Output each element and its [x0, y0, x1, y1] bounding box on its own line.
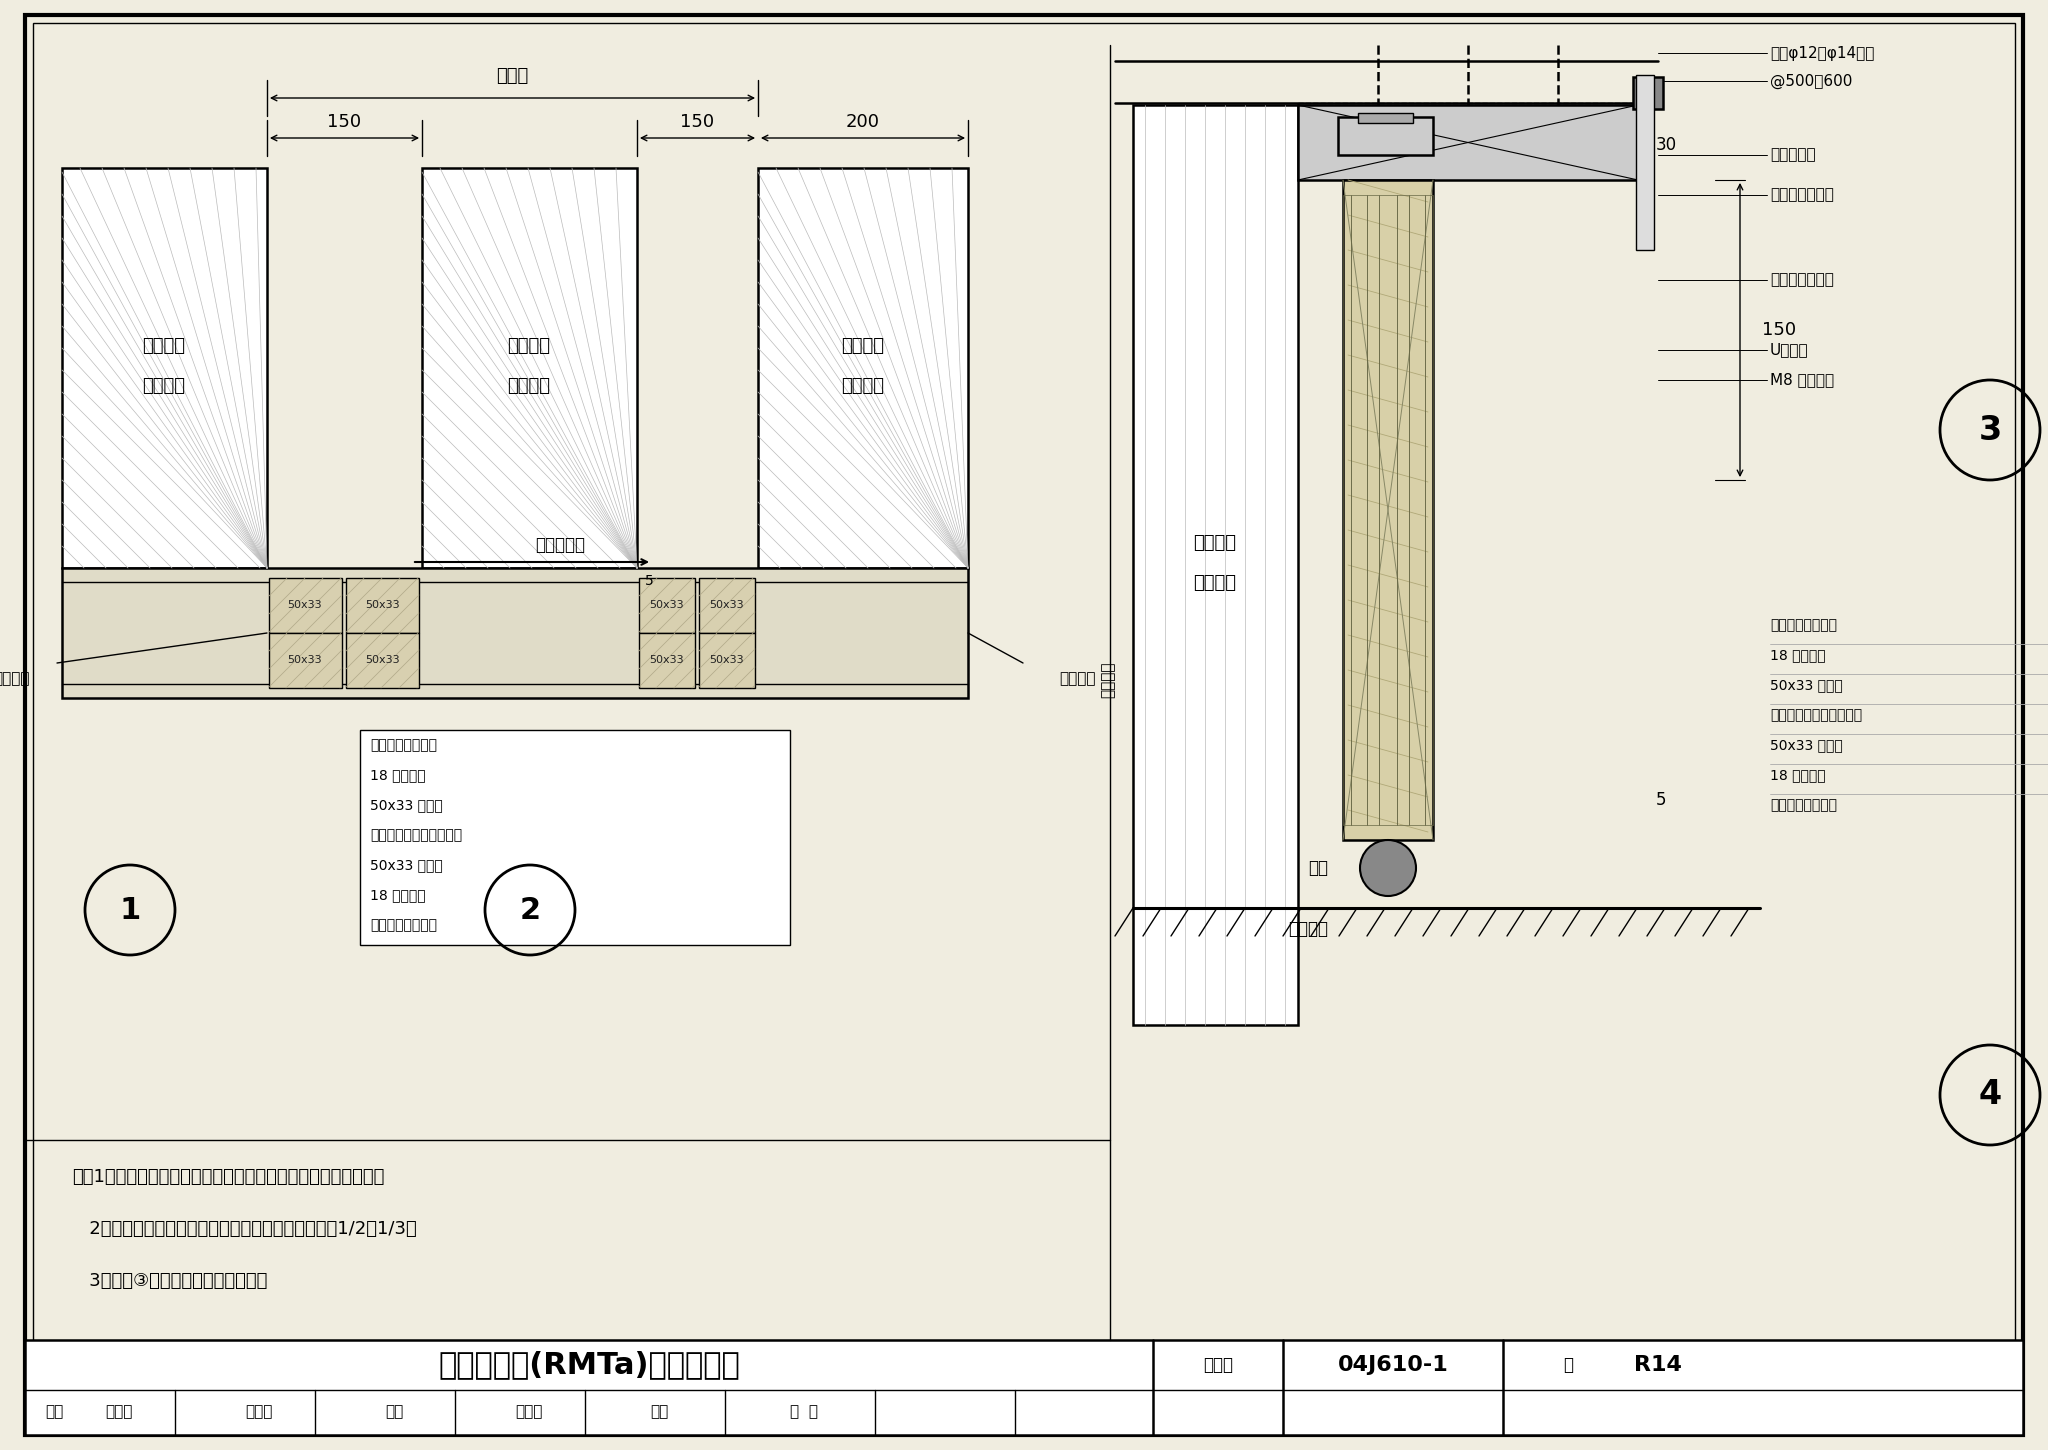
Text: 铝板（厚度项目设计定）: 铝板（厚度项目设计定） [1769, 708, 1862, 722]
Bar [1632, 77, 1663, 109]
Text: 50x33 木龙骨: 50x33 木龙骨 [371, 858, 442, 871]
Text: 2: 2 [520, 896, 541, 925]
Bar [61, 568, 969, 697]
Bar [698, 634, 756, 687]
Text: 底轮: 底轮 [1309, 858, 1327, 877]
Text: 设计: 设计 [649, 1405, 668, 1420]
Bar [1636, 75, 1655, 249]
Text: 图集号: 图集号 [1202, 1356, 1233, 1375]
Text: 18 厚大芯板: 18 厚大芯板 [371, 887, 426, 902]
Text: 项目设计: 项目设计 [508, 377, 551, 394]
Text: 防护墙体: 防护墙体 [143, 336, 186, 355]
Text: 50x33 木龙骨: 50x33 木龙骨 [1769, 679, 1843, 692]
Text: 防火板面或钢板面: 防火板面或钢板面 [371, 918, 436, 932]
Bar [1378, 194, 1397, 825]
Text: 150: 150 [328, 113, 360, 130]
Text: 防护墙体: 防护墙体 [1194, 534, 1237, 552]
Text: 30: 30 [1657, 136, 1677, 154]
Text: 项目设计: 项目设计 [143, 377, 186, 394]
Text: 防火板面或钢板面: 防火板面或钢板面 [1769, 618, 1837, 632]
Text: 乡沁光: 乡沁光 [246, 1405, 272, 1420]
Text: 50x33: 50x33 [711, 600, 743, 610]
Text: 18 厚大芯板: 18 厚大芯板 [371, 768, 426, 782]
Text: 2、遮挡散线铅板厚度宜为门扇主挡射线铅板厚度的1/2～1/3。: 2、遮挡散线铅板厚度宜为门扇主挡射线铅板厚度的1/2～1/3。 [72, 1219, 416, 1238]
Text: 项目设计: 项目设计 [842, 377, 885, 394]
Text: 审核: 审核 [45, 1405, 63, 1420]
Bar [698, 579, 756, 634]
Text: 200: 200 [846, 113, 881, 130]
Text: 50x33 木龙骨: 50x33 木龙骨 [1769, 738, 1843, 753]
Text: 项目设计: 项目设计 [1194, 574, 1237, 592]
Text: 预埋φ12～φ14穿杆: 预埋φ12～φ14穿杆 [1769, 45, 1874, 61]
Bar [346, 634, 420, 687]
Text: 150: 150 [680, 113, 715, 130]
Text: 重型滑轮、吊轨: 重型滑轮、吊轨 [1769, 187, 1833, 203]
Text: 3: 3 [1978, 413, 2001, 447]
Text: 页: 页 [1563, 1356, 1573, 1375]
Text: 50x33: 50x33 [287, 600, 322, 610]
Text: 李正刚: 李正刚 [514, 1405, 543, 1420]
Text: 注：1、室内防射线墙面与门槛连接处的铅板应对接，不留缝隙。: 注：1、室内防射线墙面与门槛连接处的铅板应对接，不留缝隙。 [72, 1169, 385, 1186]
Bar [268, 634, 342, 687]
Text: 防护墙体: 防护墙体 [508, 336, 551, 355]
Text: M8 螺栓紧固: M8 螺栓紧固 [1769, 373, 1835, 387]
Text: U型吊卡: U型吊卡 [1769, 342, 1808, 358]
Text: 18 厚大芯板: 18 厚大芯板 [1769, 648, 1825, 663]
Text: 5: 5 [645, 574, 653, 589]
Text: 150: 150 [1761, 320, 1796, 339]
Text: 18 厚大芯板: 18 厚大芯板 [1769, 768, 1825, 782]
Text: 遮挡散线: 遮挡散线 [1059, 671, 1096, 686]
Bar [1397, 194, 1409, 825]
Text: 门开启方向: 门开启方向 [535, 536, 586, 554]
Bar [1366, 194, 1378, 825]
Text: 木质推拉门(RMTa)详图（一）: 木质推拉门(RMTa)详图（一） [438, 1350, 739, 1379]
Bar [25, 1340, 2023, 1435]
Bar [1425, 194, 1434, 825]
Bar [360, 729, 791, 945]
Text: 洪  森: 洪 森 [791, 1405, 817, 1420]
Bar [1133, 104, 1298, 1025]
Text: 门洞宽: 门洞宽 [496, 67, 528, 86]
Text: 防火板面或钢板面: 防火板面或钢板面 [371, 738, 436, 753]
Bar [639, 634, 694, 687]
Text: 不锈钢包角眉板: 不锈钢包角眉板 [1769, 273, 1833, 287]
Text: 1: 1 [119, 896, 141, 925]
Bar [346, 579, 420, 634]
Text: 50x33: 50x33 [365, 655, 399, 666]
Bar [268, 579, 342, 634]
Text: 校对: 校对 [385, 1405, 403, 1420]
Bar [639, 579, 694, 634]
Bar [758, 168, 969, 568]
Text: 50x33: 50x33 [711, 655, 743, 666]
Text: 50x33: 50x33 [365, 600, 399, 610]
Text: R14: R14 [1634, 1354, 1681, 1375]
Text: 3、节点③用于手动推拉防射线门。: 3、节点③用于手动推拉防射线门。 [72, 1272, 268, 1290]
Text: 防护墙体: 防护墙体 [842, 336, 885, 355]
Text: 防火板面或钢板面: 防火板面或钢板面 [1769, 798, 1837, 812]
Bar [1358, 113, 1413, 123]
Text: 50x33: 50x33 [287, 655, 322, 666]
Text: 50x33: 50x33 [649, 600, 684, 610]
Bar [1343, 194, 1352, 825]
Circle shape [1360, 840, 1415, 896]
Bar [61, 168, 266, 568]
Bar [1352, 194, 1366, 825]
Text: 4: 4 [1978, 1079, 2001, 1112]
Bar [1409, 194, 1425, 825]
Text: 角钢支撑架: 角钢支撑架 [1769, 148, 1817, 162]
Text: 铝板（厚度项目设计定）: 铝板（厚度项目设计定） [371, 828, 463, 842]
Text: 王祖光: 王祖光 [104, 1405, 133, 1420]
Bar [422, 168, 637, 568]
Text: 04J610-1: 04J610-1 [1337, 1354, 1448, 1375]
Bar [1343, 180, 1434, 840]
Bar [1337, 117, 1434, 155]
Text: 5: 5 [1657, 792, 1667, 809]
Text: 50x33 木龙骨: 50x33 木龙骨 [371, 798, 442, 812]
Text: @500～600: @500～600 [1769, 74, 1851, 88]
Text: 50x33: 50x33 [649, 655, 684, 666]
Text: 遮挡散线: 遮挡散线 [0, 671, 31, 686]
Text: 门厚方向: 门厚方向 [1100, 661, 1116, 699]
Bar [1298, 104, 1638, 180]
Text: 地面标高: 地面标高 [1288, 919, 1327, 938]
